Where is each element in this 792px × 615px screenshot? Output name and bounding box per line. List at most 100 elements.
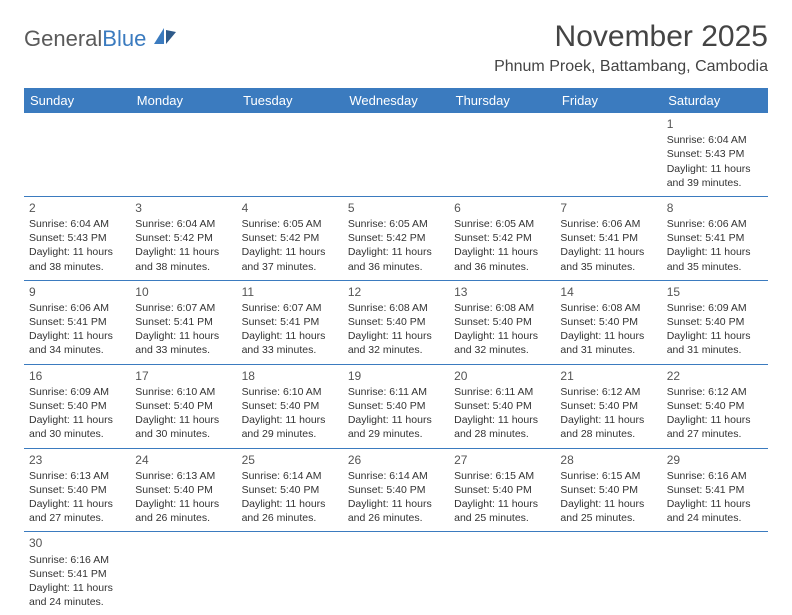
- day-cell: 22Sunrise: 6:12 AMSunset: 5:40 PMDayligh…: [662, 364, 768, 448]
- day-number: 7: [560, 200, 656, 216]
- day-cell: [662, 532, 768, 615]
- day-number: 19: [348, 368, 444, 384]
- sunrise-line: Sunrise: 6:10 AM: [135, 385, 231, 399]
- daylight-line: Daylight: 11 hours and 33 minutes.: [242, 329, 338, 357]
- daylight-line: Daylight: 11 hours and 38 minutes.: [29, 245, 125, 273]
- sunset-line: Sunset: 5:40 PM: [348, 483, 444, 497]
- sunset-line: Sunset: 5:41 PM: [667, 483, 763, 497]
- day-cell: 23Sunrise: 6:13 AMSunset: 5:40 PMDayligh…: [24, 448, 130, 532]
- day-cell: 13Sunrise: 6:08 AMSunset: 5:40 PMDayligh…: [449, 280, 555, 364]
- day-cell: 2Sunrise: 6:04 AMSunset: 5:43 PMDaylight…: [24, 196, 130, 280]
- day-number: 25: [242, 452, 338, 468]
- day-number: 15: [667, 284, 763, 300]
- day-cell: [343, 113, 449, 196]
- sunrise-line: Sunrise: 6:14 AM: [348, 469, 444, 483]
- sunrise-line: Sunrise: 6:05 AM: [242, 217, 338, 231]
- day-header: Wednesday: [343, 88, 449, 113]
- day-number: 13: [454, 284, 550, 300]
- daylight-line: Daylight: 11 hours and 30 minutes.: [135, 413, 231, 441]
- day-header: Thursday: [449, 88, 555, 113]
- month-title: November 2025: [494, 20, 768, 54]
- day-number: 20: [454, 368, 550, 384]
- day-header: Friday: [555, 88, 661, 113]
- sunset-line: Sunset: 5:40 PM: [135, 483, 231, 497]
- day-cell: 15Sunrise: 6:09 AMSunset: 5:40 PMDayligh…: [662, 280, 768, 364]
- week-row: 1Sunrise: 6:04 AMSunset: 5:43 PMDaylight…: [24, 113, 768, 196]
- day-cell: 5Sunrise: 6:05 AMSunset: 5:42 PMDaylight…: [343, 196, 449, 280]
- daylight-line: Daylight: 11 hours and 37 minutes.: [242, 245, 338, 273]
- sunset-line: Sunset: 5:40 PM: [560, 399, 656, 413]
- sunset-line: Sunset: 5:42 PM: [135, 231, 231, 245]
- day-header-row: SundayMondayTuesdayWednesdayThursdayFrid…: [24, 88, 768, 113]
- daylight-line: Daylight: 11 hours and 35 minutes.: [560, 245, 656, 273]
- sunset-line: Sunset: 5:41 PM: [242, 315, 338, 329]
- week-row: 2Sunrise: 6:04 AMSunset: 5:43 PMDaylight…: [24, 196, 768, 280]
- day-cell: 28Sunrise: 6:15 AMSunset: 5:40 PMDayligh…: [555, 448, 661, 532]
- sunrise-line: Sunrise: 6:05 AM: [454, 217, 550, 231]
- day-header: Sunday: [24, 88, 130, 113]
- sunset-line: Sunset: 5:43 PM: [29, 231, 125, 245]
- sunrise-line: Sunrise: 6:06 AM: [667, 217, 763, 231]
- day-header: Tuesday: [237, 88, 343, 113]
- daylight-line: Daylight: 11 hours and 36 minutes.: [348, 245, 444, 273]
- sunset-line: Sunset: 5:41 PM: [135, 315, 231, 329]
- sunset-line: Sunset: 5:41 PM: [560, 231, 656, 245]
- daylight-line: Daylight: 11 hours and 34 minutes.: [29, 329, 125, 357]
- daylight-line: Daylight: 11 hours and 28 minutes.: [560, 413, 656, 441]
- day-cell: [130, 113, 236, 196]
- sunrise-line: Sunrise: 6:04 AM: [667, 133, 763, 147]
- day-cell: [237, 113, 343, 196]
- day-header: Monday: [130, 88, 236, 113]
- sunset-line: Sunset: 5:40 PM: [560, 315, 656, 329]
- day-number: 24: [135, 452, 231, 468]
- day-cell: [555, 113, 661, 196]
- day-cell: [555, 532, 661, 615]
- calendar-table: SundayMondayTuesdayWednesdayThursdayFrid…: [24, 88, 768, 615]
- day-number: 2: [29, 200, 125, 216]
- day-number: 8: [667, 200, 763, 216]
- week-row: 9Sunrise: 6:06 AMSunset: 5:41 PMDaylight…: [24, 280, 768, 364]
- day-cell: 14Sunrise: 6:08 AMSunset: 5:40 PMDayligh…: [555, 280, 661, 364]
- daylight-line: Daylight: 11 hours and 26 minutes.: [242, 497, 338, 525]
- sunset-line: Sunset: 5:42 PM: [242, 231, 338, 245]
- calendar-body: 1Sunrise: 6:04 AMSunset: 5:43 PMDaylight…: [24, 113, 768, 615]
- daylight-line: Daylight: 11 hours and 35 minutes.: [667, 245, 763, 273]
- day-number: 22: [667, 368, 763, 384]
- daylight-line: Daylight: 11 hours and 38 minutes.: [135, 245, 231, 273]
- daylight-line: Daylight: 11 hours and 24 minutes.: [667, 497, 763, 525]
- daylight-line: Daylight: 11 hours and 31 minutes.: [667, 329, 763, 357]
- sunrise-line: Sunrise: 6:13 AM: [135, 469, 231, 483]
- day-number: 27: [454, 452, 550, 468]
- sunrise-line: Sunrise: 6:10 AM: [242, 385, 338, 399]
- sunrise-line: Sunrise: 6:12 AM: [667, 385, 763, 399]
- day-number: 23: [29, 452, 125, 468]
- day-cell: 30Sunrise: 6:16 AMSunset: 5:41 PMDayligh…: [24, 532, 130, 615]
- daylight-line: Daylight: 11 hours and 33 minutes.: [135, 329, 231, 357]
- day-number: 21: [560, 368, 656, 384]
- sunrise-line: Sunrise: 6:09 AM: [667, 301, 763, 315]
- day-number: 4: [242, 200, 338, 216]
- daylight-line: Daylight: 11 hours and 32 minutes.: [348, 329, 444, 357]
- sunset-line: Sunset: 5:40 PM: [135, 399, 231, 413]
- sunset-line: Sunset: 5:40 PM: [667, 399, 763, 413]
- sunrise-line: Sunrise: 6:04 AM: [29, 217, 125, 231]
- day-number: 16: [29, 368, 125, 384]
- sunset-line: Sunset: 5:40 PM: [242, 399, 338, 413]
- week-row: 23Sunrise: 6:13 AMSunset: 5:40 PMDayligh…: [24, 448, 768, 532]
- day-cell: 26Sunrise: 6:14 AMSunset: 5:40 PMDayligh…: [343, 448, 449, 532]
- day-number: 18: [242, 368, 338, 384]
- day-number: 12: [348, 284, 444, 300]
- sunrise-line: Sunrise: 6:16 AM: [29, 553, 125, 567]
- day-cell: 1Sunrise: 6:04 AMSunset: 5:43 PMDaylight…: [662, 113, 768, 196]
- title-block: November 2025 Phnum Proek, Battambang, C…: [494, 20, 768, 80]
- day-cell: [130, 532, 236, 615]
- sunset-line: Sunset: 5:41 PM: [29, 567, 125, 581]
- day-cell: 16Sunrise: 6:09 AMSunset: 5:40 PMDayligh…: [24, 364, 130, 448]
- sunset-line: Sunset: 5:40 PM: [348, 399, 444, 413]
- sunset-line: Sunset: 5:43 PM: [667, 147, 763, 161]
- sunrise-line: Sunrise: 6:07 AM: [242, 301, 338, 315]
- day-number: 28: [560, 452, 656, 468]
- daylight-line: Daylight: 11 hours and 25 minutes.: [560, 497, 656, 525]
- daylight-line: Daylight: 11 hours and 31 minutes.: [560, 329, 656, 357]
- day-cell: [449, 532, 555, 615]
